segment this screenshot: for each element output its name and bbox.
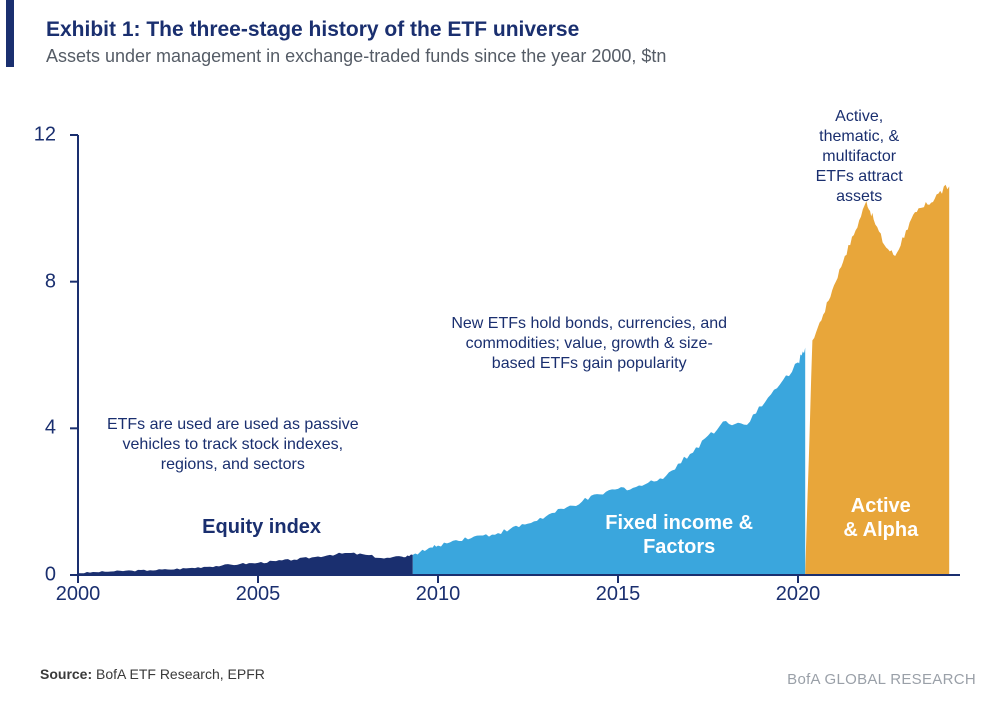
x-tick-label: 2005 (236, 575, 281, 606)
area-equity_index (78, 553, 413, 575)
annotation-anno_stage2: New ETFs hold bonds, currencies, and com… (451, 314, 727, 374)
y-tick-label: 4 (45, 417, 66, 440)
chart-area: 0481220002005201020152020 ETFs are used … (50, 130, 970, 620)
annotation-anno_stage3: Active, thematic, & multifactor ETFs att… (804, 107, 915, 207)
segment-label-active_alpha: Active & Alpha (843, 494, 918, 542)
x-tick-label: 2010 (416, 575, 461, 606)
segment-label-equity_index: Equity index (202, 515, 321, 539)
chart-header: Exhibit 1: The three-stage history of th… (6, 0, 1006, 67)
chart-subtitle: Assets under management in exchange-trad… (46, 46, 1006, 67)
source-prefix: Source: (40, 666, 92, 682)
brand-watermark: BofA GLOBAL RESEARCH (787, 671, 976, 688)
y-tick-label: 12 (34, 124, 66, 147)
source-line: Source: BofA ETF Research, EPFR (40, 666, 265, 682)
annotation-anno_stage1: ETFs are used are used as passive vehicl… (107, 415, 359, 475)
chart-title: Exhibit 1: The three-stage history of th… (46, 18, 1006, 42)
y-tick-label: 8 (45, 270, 66, 293)
source-text: BofA ETF Research, EPFR (96, 666, 265, 682)
segment-label-fixed_income_factors: Fixed income & Factors (605, 511, 753, 559)
x-tick-label: 2015 (596, 575, 641, 606)
x-tick-label: 2000 (56, 575, 101, 606)
x-tick-label: 2020 (776, 575, 821, 606)
